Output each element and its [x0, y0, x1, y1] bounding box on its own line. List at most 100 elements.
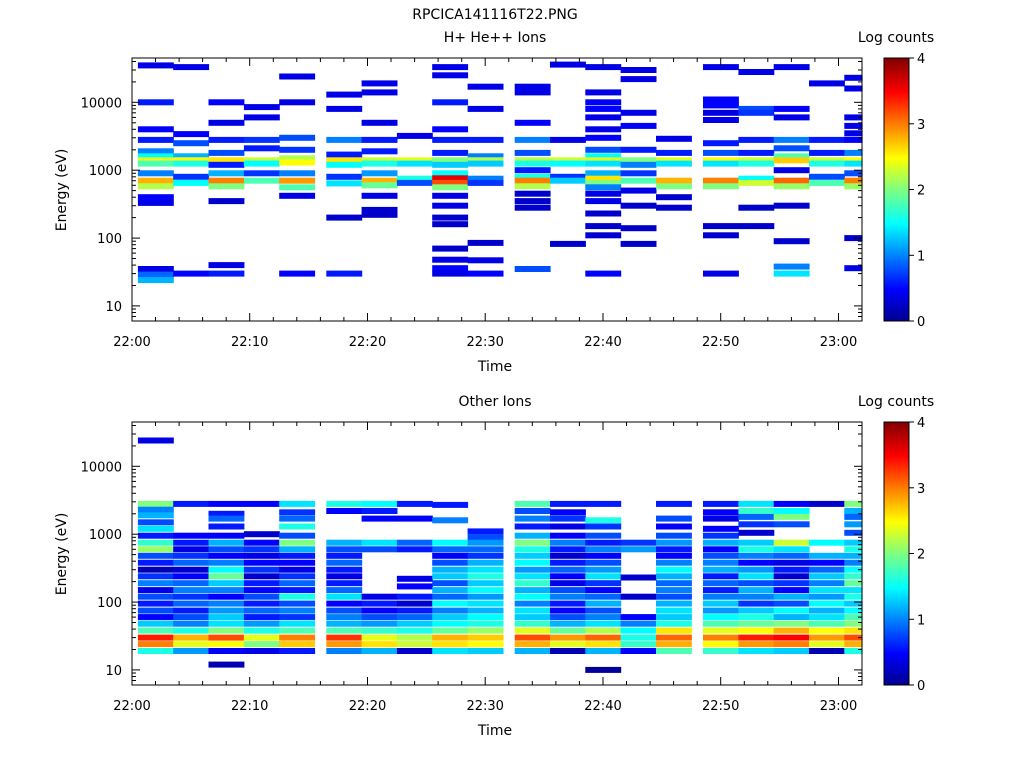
heatmap-cell	[703, 157, 739, 164]
heatmap-cell	[585, 64, 622, 71]
heatmap-cell	[137, 183, 174, 190]
heatmap-cell	[585, 627, 622, 634]
heatmap-cell	[703, 648, 739, 654]
heatmap-cell	[326, 648, 363, 654]
heatmap-cell	[243, 566, 280, 573]
heatmap-cell	[361, 641, 398, 648]
heatmap-cell	[844, 627, 863, 634]
heatmap-cell	[208, 161, 245, 168]
heatmap-cell	[467, 546, 504, 553]
heatmap-cell	[550, 573, 586, 580]
heatmap-cell	[514, 198, 551, 205]
heatmap-cell	[243, 620, 280, 627]
heatmap-cell	[279, 184, 316, 191]
heatmap-cell	[550, 620, 586, 627]
heatmap-cell	[656, 532, 692, 539]
heatmap-cell	[279, 620, 316, 627]
heatmap-cell	[656, 566, 692, 573]
heatmap-cell	[656, 587, 692, 594]
heatmap-cell	[773, 648, 810, 654]
heatmap-cell	[396, 641, 433, 648]
y-tick-label: 1000	[89, 528, 122, 543]
heatmap-cell	[773, 64, 810, 71]
heatmap-cell	[703, 559, 739, 566]
heatmap-cell	[809, 157, 845, 164]
heatmap-cell	[550, 607, 586, 614]
heatmap-cell	[550, 600, 586, 607]
heatmap-cell	[656, 600, 692, 607]
heatmap-cell	[585, 105, 622, 112]
heatmap-cell	[137, 99, 174, 106]
heatmap-cell	[208, 607, 245, 614]
colorbar-tick-label: 3	[917, 482, 925, 497]
heatmap-cell	[279, 648, 316, 654]
y-axis-label: Energy (eV)	[54, 513, 70, 596]
heatmap-cell	[514, 587, 551, 594]
heatmap-cell	[432, 539, 469, 546]
heatmap-cell	[656, 573, 692, 580]
heatmap-cell	[585, 523, 622, 530]
heatmap-cell	[585, 126, 622, 133]
heatmap-cell	[620, 539, 657, 546]
heatmap-cell	[173, 600, 210, 607]
heatmap-cell	[432, 175, 469, 182]
x-tick-label: 22:50	[702, 699, 739, 714]
heatmap-cell	[844, 620, 863, 627]
heatmap-cell	[137, 539, 174, 546]
heatmap-cell	[279, 159, 316, 166]
heatmap-cell	[432, 126, 469, 133]
heatmap-cell	[773, 573, 810, 580]
heatmap-cell	[467, 179, 504, 186]
heatmap-cell	[585, 89, 622, 96]
x-tick-label: 22:00	[113, 335, 150, 350]
x-tick-label: 23:00	[820, 699, 857, 714]
x-tick-label: 22:20	[349, 699, 386, 714]
heatmap-cell	[809, 149, 845, 156]
heatmap-cell	[514, 167, 551, 174]
heatmap-cell	[137, 546, 174, 553]
colorbar-tick-label: 4	[917, 52, 925, 67]
heatmap-cell	[208, 552, 245, 559]
heatmap-cell	[844, 573, 863, 580]
heatmap-cell	[703, 600, 739, 607]
heatmap-cell	[703, 532, 739, 539]
heatmap-cell	[137, 170, 174, 177]
heatmap-cell	[326, 508, 363, 514]
heatmap-cell	[844, 559, 863, 566]
heatmap-cell	[514, 157, 551, 164]
heatmap-cell	[467, 573, 504, 580]
heatmap-cell	[326, 587, 363, 594]
heatmap-cell	[279, 177, 316, 184]
heatmap-cell	[703, 109, 739, 116]
heatmap-cell	[173, 580, 210, 587]
heatmap-cell	[514, 614, 551, 621]
heatmap-cell	[844, 265, 863, 272]
heatmap-cell	[703, 64, 739, 71]
heatmap-cell	[656, 559, 692, 566]
heatmap-cell	[620, 634, 657, 641]
x-tick-label: 22:30	[466, 699, 503, 714]
heatmap-cell	[773, 559, 810, 566]
heatmap-cell	[738, 546, 775, 553]
y-tick-label: 1000	[89, 164, 122, 179]
heatmap-cell	[243, 136, 280, 143]
heatmap-cell	[467, 641, 504, 648]
heatmap-cell	[361, 148, 398, 155]
heatmap-cell	[208, 566, 245, 573]
heatmap-cell	[703, 270, 739, 277]
heatmap-cell	[703, 177, 739, 184]
heatmap-cell	[279, 634, 316, 641]
heatmap-cell	[467, 534, 504, 541]
heatmap-cell	[809, 648, 845, 654]
heatmap-cell	[703, 183, 739, 190]
heatmap-cell	[137, 573, 174, 580]
heatmap-cell	[738, 105, 775, 112]
heatmap-cell	[514, 500, 551, 507]
heatmap-cell	[703, 573, 739, 580]
heatmap-cell	[656, 614, 692, 621]
heatmap-cell	[279, 146, 316, 153]
heatmap-cell	[620, 187, 657, 194]
heatmap-cell	[173, 641, 210, 648]
heatmap-cell	[396, 132, 433, 139]
heatmap-cell	[550, 523, 586, 530]
